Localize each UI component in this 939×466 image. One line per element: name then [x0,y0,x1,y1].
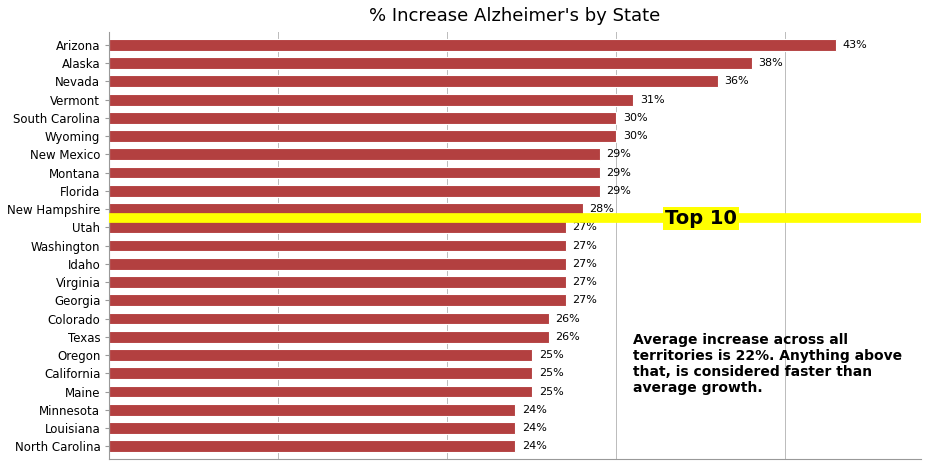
Text: 25%: 25% [539,350,563,360]
Text: 27%: 27% [573,277,597,287]
Text: 30%: 30% [623,131,648,141]
Text: 24%: 24% [522,405,546,415]
Bar [109,57,751,69]
Title: % Increase Alzheimer's by State: % Increase Alzheimer's by State [369,7,661,25]
Text: 29%: 29% [607,149,631,159]
Bar [109,221,565,233]
Text: 43%: 43% [843,40,868,50]
Text: 27%: 27% [573,259,597,269]
Bar [109,404,515,416]
Text: 38%: 38% [759,58,783,68]
Bar [109,130,616,142]
Text: 28%: 28% [590,204,614,214]
Text: 29%: 29% [607,186,631,196]
Text: 31%: 31% [640,95,665,104]
Bar [109,385,531,397]
Text: 27%: 27% [573,240,597,251]
Bar [109,331,548,343]
Text: Top 10: Top 10 [665,209,737,228]
Bar [109,367,531,379]
Bar [109,349,531,361]
Bar [109,240,565,252]
Bar [109,112,616,124]
Text: 24%: 24% [522,441,546,451]
Bar [109,39,836,51]
Text: 36%: 36% [725,76,749,86]
Text: 26%: 26% [556,314,580,323]
Bar [109,167,599,178]
Text: 27%: 27% [573,295,597,305]
Bar [109,185,599,197]
Bar [109,295,565,306]
Bar [109,203,582,215]
Bar [109,440,515,452]
Bar [109,75,717,87]
Bar [109,313,548,324]
Bar [109,94,633,105]
Bar [109,148,599,160]
Text: 25%: 25% [539,386,563,397]
Bar [109,258,565,270]
Text: 29%: 29% [607,168,631,178]
Text: 24%: 24% [522,423,546,433]
Text: 26%: 26% [556,332,580,342]
Bar [109,422,515,434]
Bar [109,276,565,288]
Text: Average increase across all
territories is 22%. Anything above
that, is consider: Average increase across all territories … [633,333,902,396]
Text: 30%: 30% [623,113,648,123]
Text: 27%: 27% [573,222,597,233]
Text: 25%: 25% [539,368,563,378]
